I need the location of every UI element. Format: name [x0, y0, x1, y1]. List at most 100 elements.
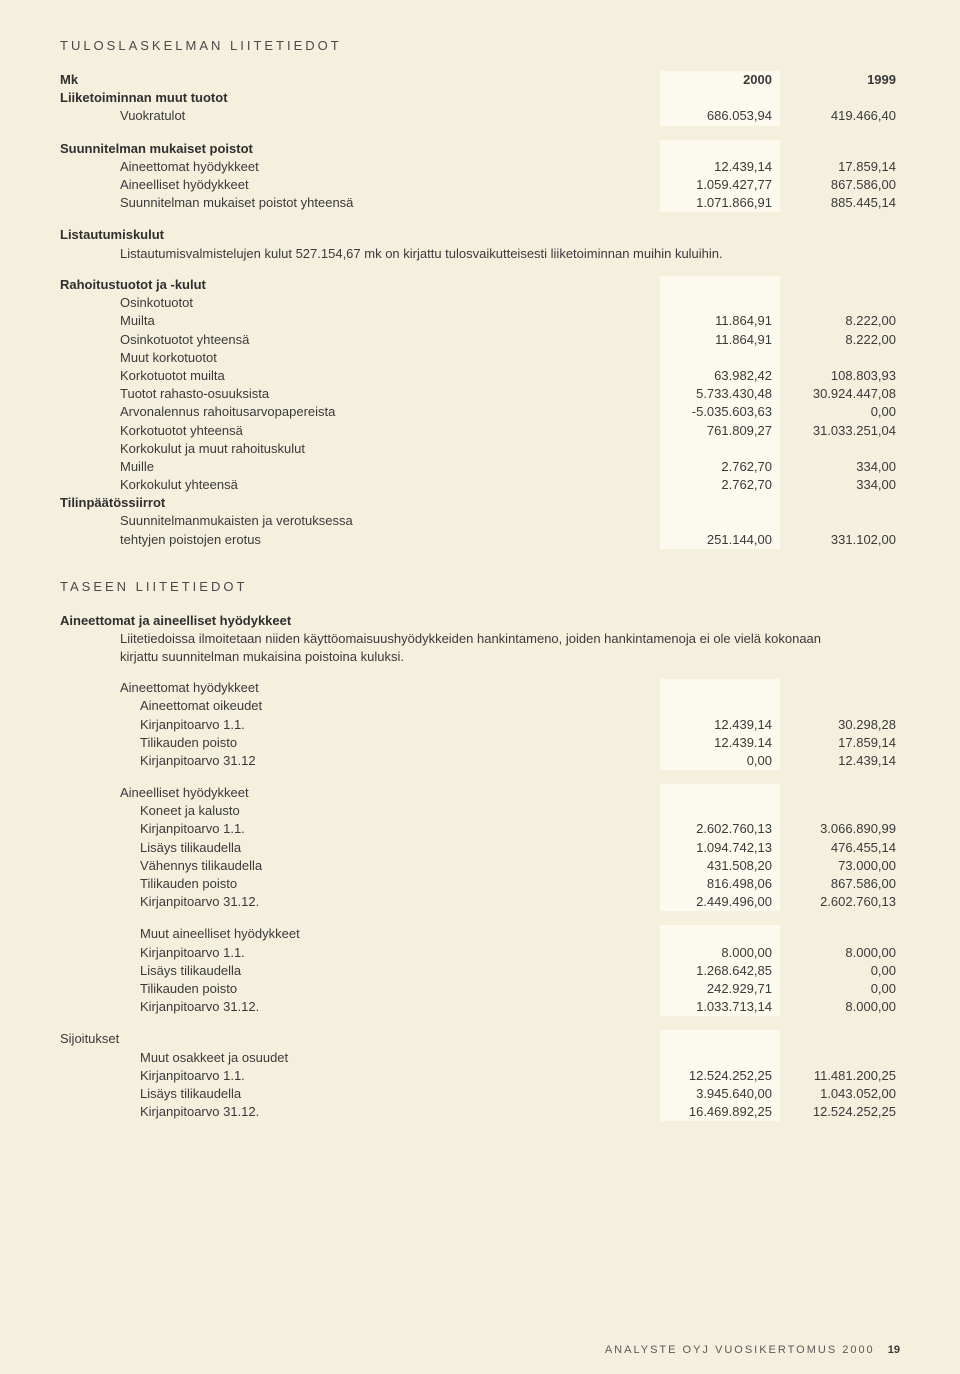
row-v1999: 30.924.447,08: [780, 385, 900, 403]
sub-label: Muut korkotuotot: [60, 349, 217, 367]
row-v1999: 0,00: [780, 962, 900, 980]
row-v1999: 17.859,14: [780, 734, 900, 752]
row-v2000: 12.524.252,25: [660, 1067, 780, 1085]
table-row: Kirjanpitoarvo 31.12 0,00 12.439,14: [60, 752, 900, 770]
group-rahoitus: Rahoitustuotot ja -kulut: [60, 276, 900, 294]
row-v2000: 251.144,00: [660, 531, 780, 549]
table-row: Kirjanpitoarvo 1.1. 12.524.252,25 11.481…: [60, 1067, 900, 1085]
sub-label: Suunnitelmanmukaisten ja verotuksessa: [60, 512, 353, 530]
subgroup: Muut aineelliset hyödykkeet: [60, 925, 900, 943]
row-label: Lisäys tilikaudella: [60, 1085, 241, 1103]
listautumis-text: Listautumisvalmistelujen kulut 527.154,6…: [60, 245, 900, 263]
subgroup: Muut korkotuotot: [60, 349, 900, 367]
row-label: Suunnitelman mukaiset poistot yhteensä: [60, 194, 353, 212]
page-number: 19: [888, 1344, 900, 1356]
row-v1999: 3.066.890,99: [780, 820, 900, 838]
table-row: Kirjanpitoarvo 1.1. 12.439,14 30.298,28: [60, 716, 900, 734]
row-v1999: 8.222,00: [780, 331, 900, 349]
group-aineettomat: Aineettomat ja aineelliset hyödykkeet: [60, 612, 900, 630]
table-row: Korkotuotot yhteensä 761.809,27 31.033.2…: [60, 422, 900, 440]
group-liiketoiminta: Liiketoiminnan muut tuotot: [60, 89, 900, 107]
table-row: Kirjanpitoarvo 1.1. 8.000,00 8.000,00: [60, 944, 900, 962]
row-v1999: 867.586,00: [780, 875, 900, 893]
sub-label: Osinkotuotot: [60, 294, 193, 312]
row-v2000: 816.498,06: [660, 875, 780, 893]
table-row: Tilikauden poisto 242.929,71 0,00: [60, 980, 900, 998]
subgroup: Osinkotuotot: [60, 294, 900, 312]
row-label: Tuotot rahasto-osuuksista: [60, 385, 269, 403]
row-label: tehtyjen poistojen erotus: [60, 531, 261, 549]
row-v1999: 334,00: [780, 476, 900, 494]
group-title: Listautumiskulut: [60, 226, 164, 244]
row-v2000: 431.508,20: [660, 857, 780, 875]
row-label: Lisäys tilikaudella: [60, 839, 241, 857]
table-row: Muille 2.762,70 334,00: [60, 458, 900, 476]
row-v2000: 1.268.642,85: [660, 962, 780, 980]
section-title-taseen: TASEEN LIITETIEDOT: [60, 579, 900, 594]
row-v1999: 0,00: [780, 403, 900, 421]
subgroup: Korkokulut ja muut rahoituskulut: [60, 440, 900, 458]
table-row: Vuokratulot 686.053,94 419.466,40: [60, 107, 900, 125]
table-row: Tilikauden poisto 12.439.14 17.859,14: [60, 734, 900, 752]
group-title: Tilinpäätössiirrot: [60, 494, 165, 512]
group-suunnitelma: Suunnitelman mukaiset poistot: [60, 140, 900, 158]
row-v1999: 331.102,00: [780, 531, 900, 549]
sub-label: Koneet ja kalusto: [60, 802, 240, 820]
row-v1999: 73.000,00: [780, 857, 900, 875]
row-label: Kirjanpitoarvo 1.1.: [60, 1067, 245, 1085]
row-v2000: 12.439,14: [660, 158, 780, 176]
row-v2000: 8.000,00: [660, 944, 780, 962]
table-row: Tuotot rahasto-osuuksista 5.733.430,48 3…: [60, 385, 900, 403]
row-label: Arvonalennus rahoitusarvopapereista: [60, 403, 335, 421]
subgroup: Muut osakkeet ja osuudet: [60, 1049, 900, 1067]
row-label: Aineelliset hyödykkeet: [60, 176, 249, 194]
subgroup: Suunnitelmanmukaisten ja verotuksessa: [60, 512, 900, 530]
row-v2000: 11.864,91: [660, 312, 780, 330]
row-v1999: 8.222,00: [780, 312, 900, 330]
row-v1999: 476.455,14: [780, 839, 900, 857]
subgroup: Koneet ja kalusto: [60, 802, 900, 820]
row-v1999: 12.524.252,25: [780, 1103, 900, 1121]
row-label: Kirjanpitoarvo 31.12: [60, 752, 256, 770]
row-v1999: 867.586,00: [780, 176, 900, 194]
sub-label: Aineettomat oikeudet: [60, 697, 262, 715]
row-v2000: 1.059.427,77: [660, 176, 780, 194]
row-v2000: 2.762,70: [660, 458, 780, 476]
header-mk: Mk: [60, 71, 78, 89]
row-v2000: 686.053,94: [660, 107, 780, 125]
subgroup: Aineettomat oikeudet: [60, 697, 900, 715]
table-row: Muilta 11.864,91 8.222,00: [60, 312, 900, 330]
group-title: Aineettomat ja aineelliset hyödykkeet: [60, 612, 291, 630]
row-v1999: 419.466,40: [780, 107, 900, 125]
aineettomat-text: Liitetiedoissa ilmoitetaan niiden käyttö…: [60, 630, 900, 665]
row-label: Tilikauden poisto: [60, 875, 237, 893]
table-row: Lisäys tilikaudella 1.268.642,85 0,00: [60, 962, 900, 980]
table-row: Aineelliset hyödykkeet 1.059.427,77 867.…: [60, 176, 900, 194]
table-row: Vähennys tilikaudella 431.508,20 73.000,…: [60, 857, 900, 875]
table-row: Korkokulut yhteensä 2.762,70 334,00: [60, 476, 900, 494]
group-title: Rahoitustuotot ja -kulut: [60, 276, 206, 294]
row-v2000: 2.762,70: [660, 476, 780, 494]
group-title: Liiketoiminnan muut tuotot: [60, 89, 228, 107]
sub-title: Aineettomat hyödykkeet: [60, 679, 259, 697]
table-row: Lisäys tilikaudella 1.094.742,13 476.455…: [60, 839, 900, 857]
row-v2000: 1.033.713,14: [660, 998, 780, 1016]
row-v2000: 16.469.892,25: [660, 1103, 780, 1121]
group-tilinpaatos: Tilinpäätössiirrot: [60, 494, 900, 512]
sub-label: Korkokulut ja muut rahoituskulut: [60, 440, 305, 458]
sub-label: Muut aineelliset hyödykkeet: [60, 925, 300, 943]
row-v1999: 0,00: [780, 980, 900, 998]
row-label: Korkotuotot yhteensä: [60, 422, 243, 440]
row-label: Kirjanpitoarvo 31.12.: [60, 998, 259, 1016]
row-v2000: 12.439,14: [660, 716, 780, 734]
row-v2000: 242.929,71: [660, 980, 780, 998]
row-v1999: 108.803,93: [780, 367, 900, 385]
row-label: Kirjanpitoarvo 31.12.: [60, 1103, 259, 1121]
page-footer: ANALYSTE OYJ VUOSIKERTOMUS 2000 19: [605, 1344, 900, 1356]
row-v1999: 12.439,14: [780, 752, 900, 770]
row-v1999: 17.859,14: [780, 158, 900, 176]
row-label: Tilikauden poisto: [60, 734, 237, 752]
subgroup: Aineelliset hyödykkeet: [60, 784, 900, 802]
row-v2000: 11.864,91: [660, 331, 780, 349]
row-v2000: 2.449.496,00: [660, 893, 780, 911]
